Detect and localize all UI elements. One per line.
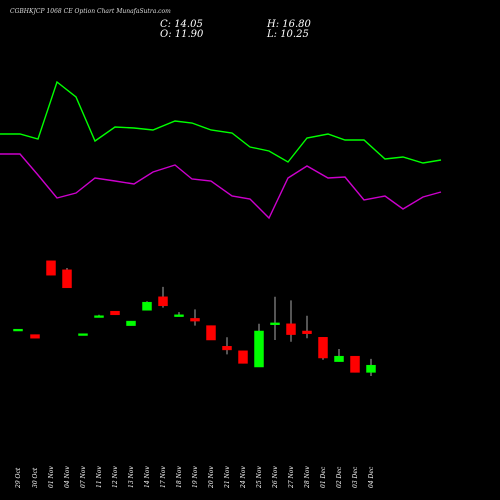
x-tick-label: 24 Nov xyxy=(240,466,247,489)
series-line-fast-ma xyxy=(0,80,442,164)
x-tick-label: 18 Nov xyxy=(176,466,183,488)
candle-body xyxy=(46,260,56,276)
x-tick-label: 27 Nov xyxy=(288,466,295,489)
x-tick-label: 04 Nov xyxy=(64,466,71,488)
candle-body xyxy=(222,346,232,351)
candle-body xyxy=(78,333,88,336)
candle-body xyxy=(94,315,104,318)
x-tick-label: 20 Nov xyxy=(208,466,215,489)
x-tick-label: 26 Nov xyxy=(272,466,279,489)
x-tick-label: 14 Nov xyxy=(144,466,151,488)
candle-body xyxy=(110,310,120,316)
x-tick-label: 28 Nov xyxy=(304,466,311,489)
candle-body xyxy=(254,330,264,368)
candle-body xyxy=(126,320,136,326)
close-value: C: 14.05 xyxy=(160,19,203,30)
open-value: O: 11.90 xyxy=(160,29,204,40)
x-tick-label: 04 Dec xyxy=(368,466,375,488)
candle-body xyxy=(62,269,72,289)
x-tick-label: 02 Dec xyxy=(336,466,343,488)
x-tick-label: 12 Nov xyxy=(112,466,119,488)
candle-body xyxy=(238,350,248,364)
candle-body xyxy=(206,325,216,341)
x-tick-label: 25 Nov xyxy=(256,466,263,489)
x-tick-label: 01 Nov xyxy=(48,466,55,488)
x-tick-label: 03 Dec xyxy=(352,466,359,488)
series-line-slow-ma xyxy=(0,153,442,220)
candle-body xyxy=(174,314,184,317)
candle-body xyxy=(286,323,296,335)
x-tick-label: 17 Nov xyxy=(160,466,167,488)
candle-body xyxy=(30,334,40,339)
candle-body xyxy=(190,318,200,322)
candle-body xyxy=(318,337,328,359)
candle-body xyxy=(302,330,312,334)
x-tick-label: 11 Nov xyxy=(96,466,103,488)
candle-body xyxy=(270,322,280,325)
candle-body xyxy=(334,355,344,362)
x-tick-label: 29 Oct xyxy=(15,467,22,489)
x-tick-label: 07 Nov xyxy=(80,466,87,488)
high-value: H: 16.80 xyxy=(267,19,311,30)
x-tick-label: 21 Nov xyxy=(224,466,231,489)
candle-body xyxy=(366,364,376,373)
low-value: L: 10.25 xyxy=(267,29,309,40)
x-tick-label: 30 Oct xyxy=(32,467,39,488)
candle-body xyxy=(142,301,152,311)
candle-body xyxy=(158,296,168,307)
candle-body xyxy=(350,355,360,373)
x-tick-label: 19 Nov xyxy=(192,466,199,488)
x-tick-label: 13 Nov xyxy=(128,466,135,488)
candle-body xyxy=(13,328,23,332)
chart-title: CGBHKJCP 1068 CE Option Chart MunafaSutr… xyxy=(10,8,171,15)
x-tick-label: 01 Dec xyxy=(320,466,327,488)
